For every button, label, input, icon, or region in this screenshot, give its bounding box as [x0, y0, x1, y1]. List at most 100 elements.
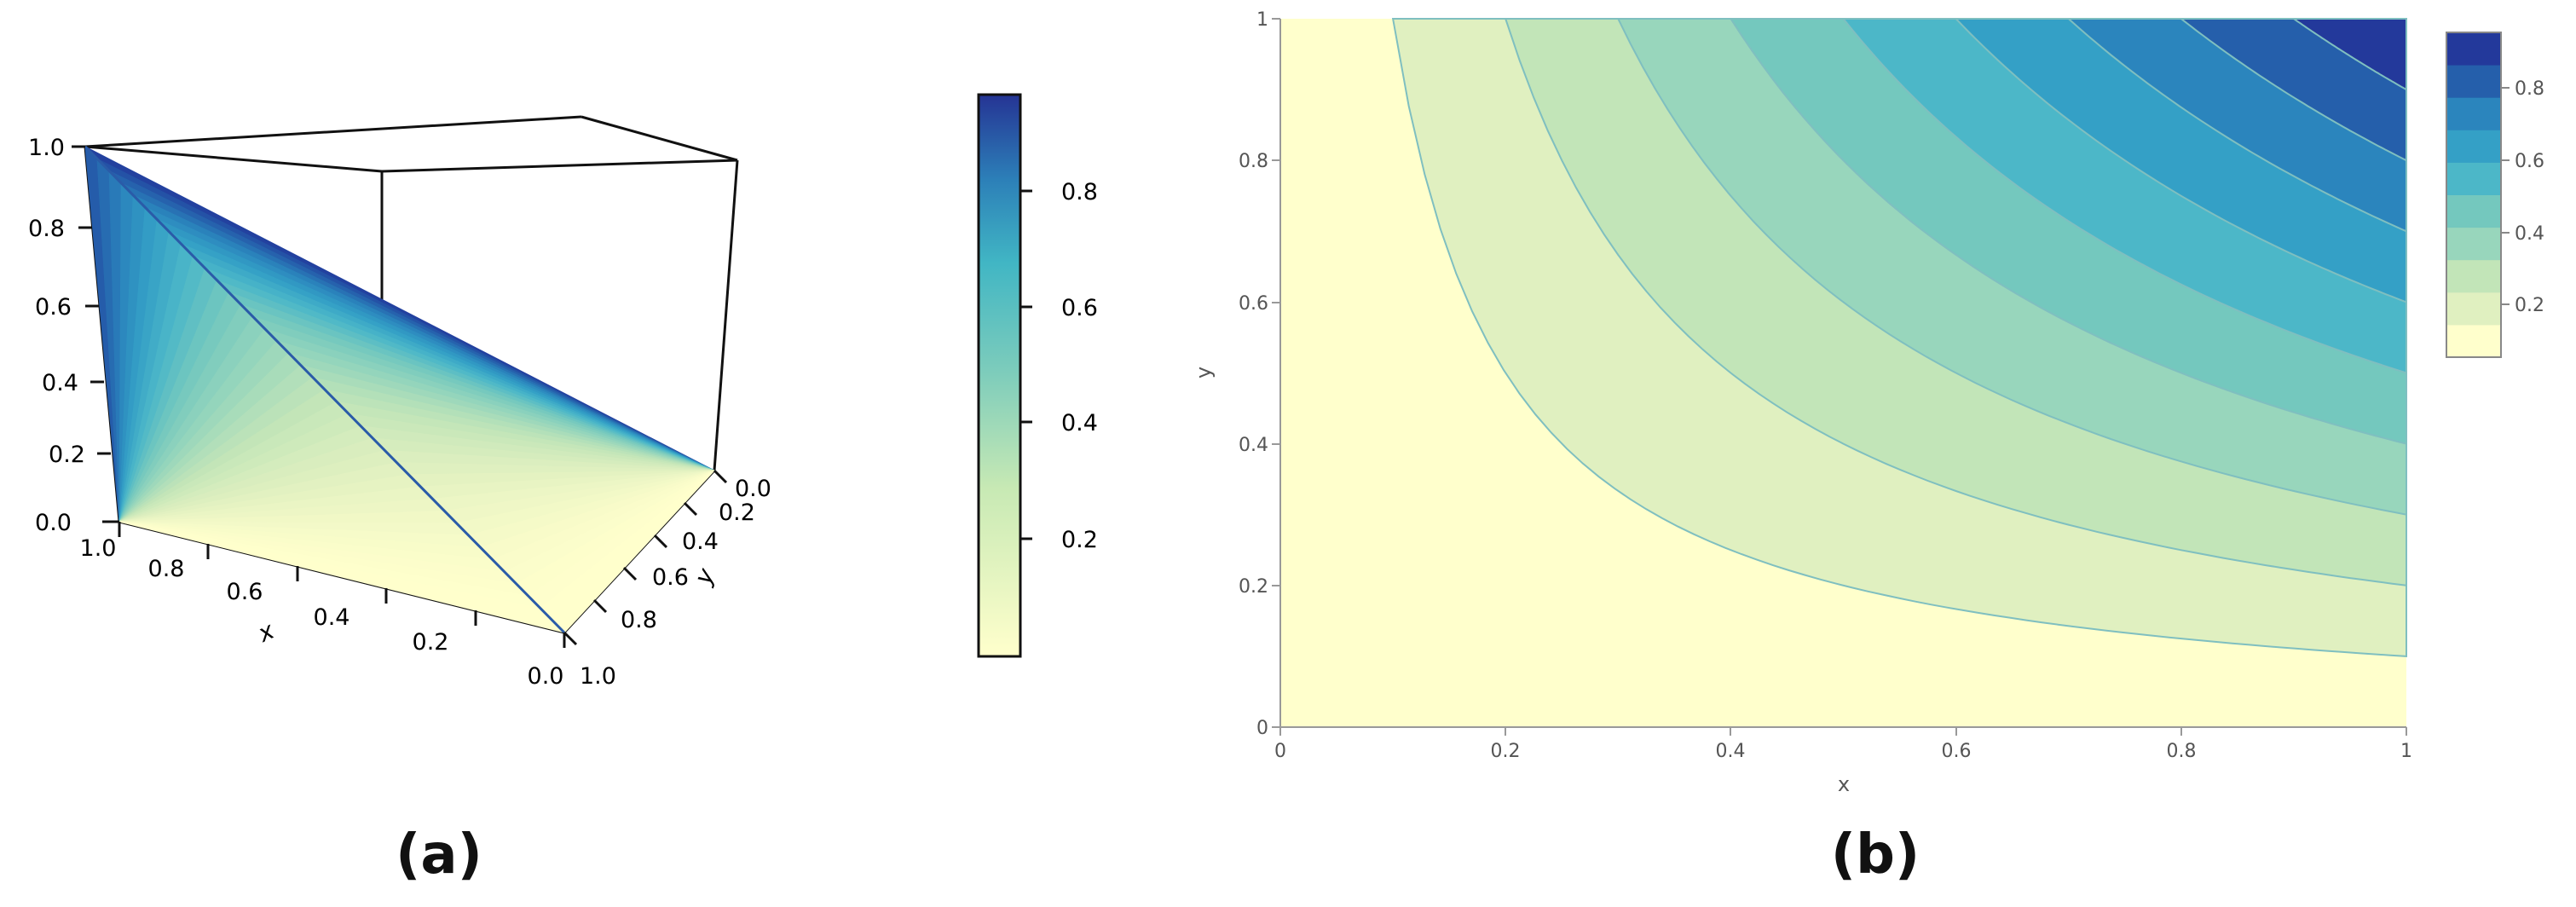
colorbar-step — [2446, 227, 2501, 261]
colorbar-tick-label: 0.6 — [1061, 295, 1098, 321]
colorbar-gradient — [977, 93, 1022, 658]
y-tick-label: 1.0 — [580, 663, 616, 690]
colorbar-tick: 0.8 — [2501, 78, 2544, 100]
y-axis: 0.0 0.2 0.4 0.6 0.8 — [563, 469, 771, 690]
z-tick-label: 0.4 — [42, 370, 78, 396]
x-axis-label: x — [1838, 772, 1850, 796]
y-tick-label: 0.8 — [621, 607, 657, 633]
x-tick: 0.6 — [1942, 727, 1972, 762]
x-tick-label: 0.4 — [314, 604, 350, 631]
colorbar-step — [2446, 194, 2501, 228]
y-tick: 0.4 — [1239, 435, 1280, 456]
colorbar-tick-label: 0.6 — [2515, 151, 2544, 172]
x-tick: 0.6 — [227, 566, 299, 605]
y-axis-b: 0 0.2 0.4 0.6 0.8 — [1192, 9, 1280, 739]
colorbar-tick: 0.4 — [1020, 410, 1098, 436]
z-tick-label: 0.6 — [35, 294, 72, 321]
x-axis: 1.0 0.8 0.6 0.4 0.2 — [80, 522, 566, 690]
colorbar-tick-label: 0.2 — [2515, 295, 2544, 316]
y-tick: 0.0 — [713, 469, 771, 502]
x-tick: 0.4 — [314, 588, 388, 631]
z-axis: 1.0 0.8 0.6 0.4 0.2 — [28, 135, 119, 536]
x-tick-label: 0.6 — [227, 579, 263, 605]
box-edge — [84, 145, 383, 173]
x-tick: 1.0 — [80, 522, 121, 562]
axis-lines — [1279, 19, 2406, 728]
colorbar-step — [2446, 324, 2501, 358]
y-tick-label: 0.6 — [1239, 293, 1268, 315]
y-tick: 0 — [1256, 718, 1280, 739]
z-tick-label: 0.2 — [49, 442, 85, 468]
x-tick-label: 1 — [2400, 741, 2412, 762]
colorbar-tick: 0.4 — [2501, 223, 2544, 245]
colorbar-tick: 0.2 — [2501, 295, 2544, 316]
y-tick: 0.2 — [1239, 576, 1280, 598]
colorbar-a: 0.2 0.4 0.6 0.8 — [977, 93, 1098, 658]
z-tick-label: 0.8 — [28, 216, 65, 242]
y-tick: 0.6 — [1239, 293, 1280, 315]
z-tick: 0.6 — [35, 294, 99, 321]
y-tick: 1.0 — [563, 631, 616, 690]
y-tick-label: 0.2 — [1239, 576, 1268, 598]
contour-plot: 0 0.2 0.4 0.6 0.8 — [1192, 9, 2412, 796]
x-tick: 0.8 — [2167, 727, 2197, 762]
y-tick: 0.6 — [622, 564, 689, 591]
y-tick-label: 1 — [1256, 9, 1268, 31]
caption-a: (a) — [396, 823, 482, 887]
colorbar-tick-label: 0.4 — [2515, 223, 2544, 245]
box-edge — [84, 115, 582, 148]
x-tick-label: 1.0 — [80, 535, 117, 562]
colorbar-tick: 0.6 — [1020, 295, 1098, 321]
surface — [84, 145, 715, 634]
y-tick-label: 0.4 — [682, 529, 719, 555]
x-tick-label: 0.0 — [528, 663, 564, 690]
contour-band — [2290, 18, 2407, 91]
x-tick-label: 0 — [1274, 741, 1286, 762]
x-axis-label: x — [253, 616, 279, 649]
contour-fills — [1391, 18, 2407, 657]
z-tick: 0.2 — [49, 442, 111, 468]
colorbar-b: 0.2 0.4 0.6 0.8 — [2446, 32, 2544, 358]
z-tick: 0.0 — [35, 510, 119, 536]
z-tick: 0.4 — [42, 370, 104, 396]
x-tick: 0.8 — [148, 544, 210, 582]
x-tick-label: 0.6 — [1942, 741, 1972, 762]
colorbar-step — [2446, 32, 2501, 66]
x-tick: 0.2 — [413, 610, 477, 656]
y-tick-label: 0.2 — [719, 500, 755, 526]
x-tick: 0.2 — [1491, 727, 1521, 762]
colorbar-step — [2446, 162, 2501, 195]
z-tick-label: 0.0 — [35, 510, 72, 536]
colorbar-step — [2446, 259, 2501, 293]
x-axis-b: 0 0.2 0.4 0.6 0.8 — [1274, 727, 2412, 796]
colorbar-tick-label: 0.2 — [1061, 527, 1098, 553]
y-axis-label: y — [689, 563, 721, 589]
colorbar-steps — [2446, 32, 2501, 358]
x-tick: 0.4 — [1716, 727, 1746, 762]
y-tick-label: 0.6 — [652, 564, 689, 591]
y-tick-label: 0.4 — [1239, 435, 1268, 456]
x-tick-label: 0.2 — [413, 629, 449, 656]
colorbar-step — [2446, 292, 2501, 326]
x-tick: 0.0 — [528, 633, 566, 690]
y-tick-label: 0.0 — [735, 476, 771, 502]
x-tick: 1 — [2400, 727, 2412, 762]
y-axis-label: y — [1192, 367, 1216, 378]
colorbar-frame — [2446, 32, 2502, 358]
colorbar-step — [2446, 65, 2501, 98]
box-edge — [580, 115, 738, 162]
y-tick: 0.4 — [653, 529, 719, 555]
y-tick: 1 — [1256, 9, 1280, 31]
colorbar-tick: 0.8 — [1020, 179, 1098, 205]
colorbar-tick-label: 0.8 — [2515, 78, 2544, 100]
colorbar-tick-label: 0.8 — [1061, 179, 1098, 205]
colorbar-step — [2446, 130, 2501, 163]
y-tick: 0.8 — [1239, 151, 1280, 172]
y-tick: 0.2 — [683, 500, 755, 526]
box-edge — [713, 159, 739, 471]
x-tick-label: 0.2 — [1491, 741, 1521, 762]
x-tick-label: 0.4 — [1716, 741, 1746, 762]
box-edge — [381, 159, 738, 173]
panel-a: 1.0 0.8 0.6 0.4 0.2 — [28, 93, 1098, 887]
